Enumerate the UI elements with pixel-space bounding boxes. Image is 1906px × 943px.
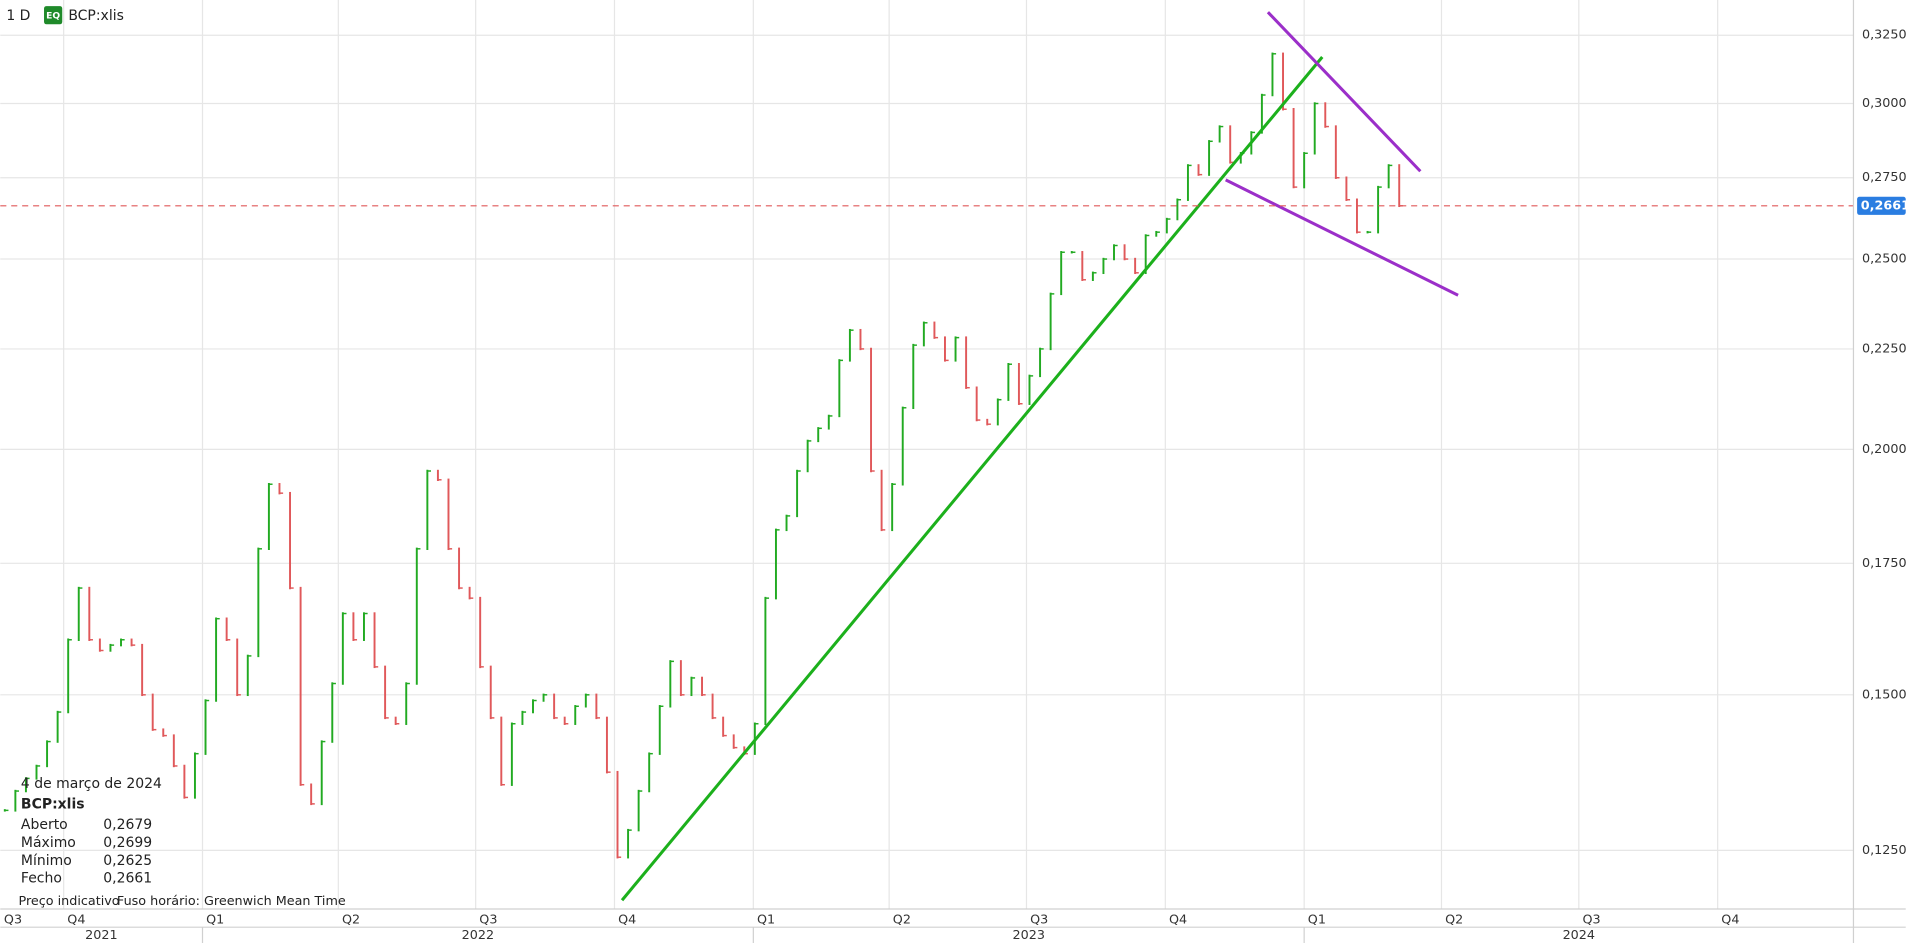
symbol: BCP:xlis	[68, 8, 124, 24]
ohlc-panel: 4 de março de 2024 BCP:xlis Preço indica…	[19, 776, 346, 909]
trendline	[1225, 178, 1459, 297]
top-bar: 1 D EQ BCP:xlis	[6, 6, 124, 25]
panel-label: Aberto	[21, 817, 68, 833]
x-tick-label: Q1	[1308, 912, 1326, 927]
x-tick-label: Q4	[1169, 912, 1187, 927]
y-tick-label: 0,2500	[1862, 252, 1906, 267]
y-tick-label: 0,3000	[1862, 96, 1906, 111]
x-tick-label: Q2	[342, 912, 360, 927]
panel-label: Máximo	[21, 835, 76, 851]
panel-label: Fecho	[21, 871, 62, 887]
y-tick-label: 0,1500	[1862, 687, 1906, 702]
footer-timezone: Fuso horário: Greenwich Mean Time	[117, 894, 346, 909]
x-tick-label: Q1	[206, 912, 224, 927]
trendline	[620, 56, 1324, 902]
panel-value: 0,2625	[103, 853, 152, 869]
x-tick-label: Q2	[1445, 912, 1463, 927]
y-tick-label: 0,2250	[1862, 341, 1906, 356]
panel-value: 0,2661	[103, 871, 152, 887]
x-tick-label: Q3	[4, 912, 22, 927]
panel-label: Mínimo	[21, 853, 72, 869]
panel-value: 0,2699	[103, 835, 152, 851]
footer-note: Preço indicativo	[19, 894, 120, 909]
badge: EQ	[46, 11, 60, 21]
x-tick-label: Q4	[67, 912, 85, 927]
panel-value: 0,2679	[103, 817, 152, 833]
x-tick-label: Q2	[893, 912, 911, 927]
y-tick-label: 0,1250	[1862, 843, 1906, 858]
x-tick-label: Q3	[479, 912, 497, 927]
plot-area	[0, 0, 1854, 909]
year-label: 2023	[1013, 928, 1045, 943]
y-tick-label: 0,2000	[1862, 442, 1906, 457]
year-label: 2021	[85, 928, 117, 943]
panel-date: 4 de março de 2024	[21, 776, 162, 792]
year-label: 2022	[462, 928, 494, 943]
x-tick-label: Q1	[757, 912, 775, 927]
x-tick-label: Q3	[1582, 912, 1600, 927]
x-tick-label: Q4	[1721, 912, 1739, 927]
trendline	[1266, 11, 1422, 173]
interval: 1 D	[6, 8, 30, 24]
x-tick-label: Q3	[1030, 912, 1048, 927]
y-tick-label: 0,1750	[1862, 556, 1906, 571]
last-price-box	[1857, 196, 1906, 215]
y-tick-label: 0,2750	[1862, 170, 1906, 185]
panel-symbol: BCP:xlis	[21, 796, 85, 812]
badge-bg	[44, 6, 63, 25]
y-tick-label: 0,3250	[1862, 28, 1906, 43]
x-tick-label: Q4	[618, 912, 636, 927]
year-label: 2024	[1563, 928, 1595, 943]
last-price-label: 0,2661	[1861, 198, 1906, 213]
